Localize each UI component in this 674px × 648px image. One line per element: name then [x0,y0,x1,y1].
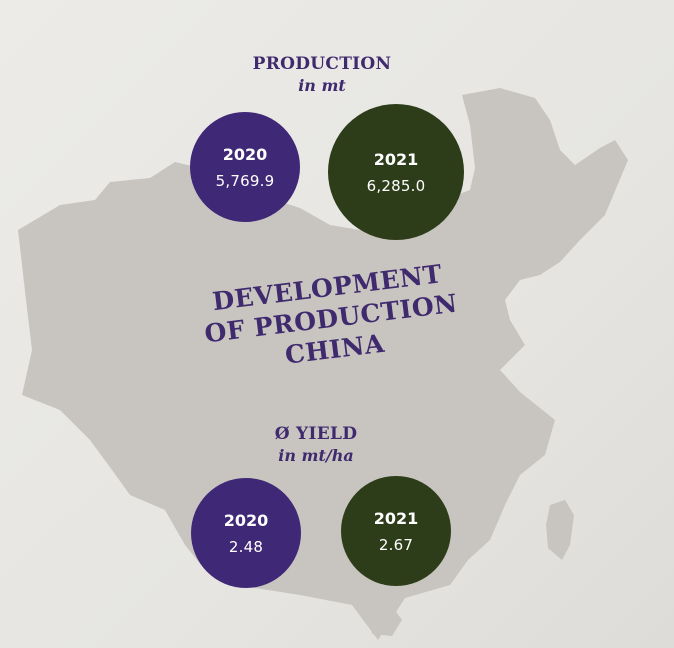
yield-2021-value: 2.67 [378,535,414,554]
production-2020-year: 2020 [222,144,268,164]
yield-2020-circle: 2020 2.48 [191,478,301,588]
yield-heading-label: Ø YIELD [274,424,358,444]
production-2021-year: 2021 [373,149,419,169]
yield-unit-label: in mt/ha [278,446,354,465]
yield-2021-circle: 2021 2.67 [341,476,451,586]
taiwan-island-shape [546,500,574,560]
production-unit-label: in mt [298,76,346,95]
production-heading: PRODUCTION in mt [222,54,422,95]
yield-heading: Ø YIELD in mt/ha [236,424,396,465]
china-mainland-shape [18,88,628,640]
yield-2020-value: 2.48 [228,537,264,556]
production-2020-circle: 2020 5,769.9 [190,112,300,222]
production-2021-value: 6,285.0 [366,176,426,195]
yield-2020-year: 2020 [223,510,269,530]
production-heading-label: PRODUCTION [252,54,392,74]
production-2020-value: 5,769.9 [215,171,275,190]
yield-2021-year: 2021 [373,508,419,528]
production-2021-circle: 2021 6,285.0 [328,104,464,240]
hainan-island-shape [370,606,402,636]
